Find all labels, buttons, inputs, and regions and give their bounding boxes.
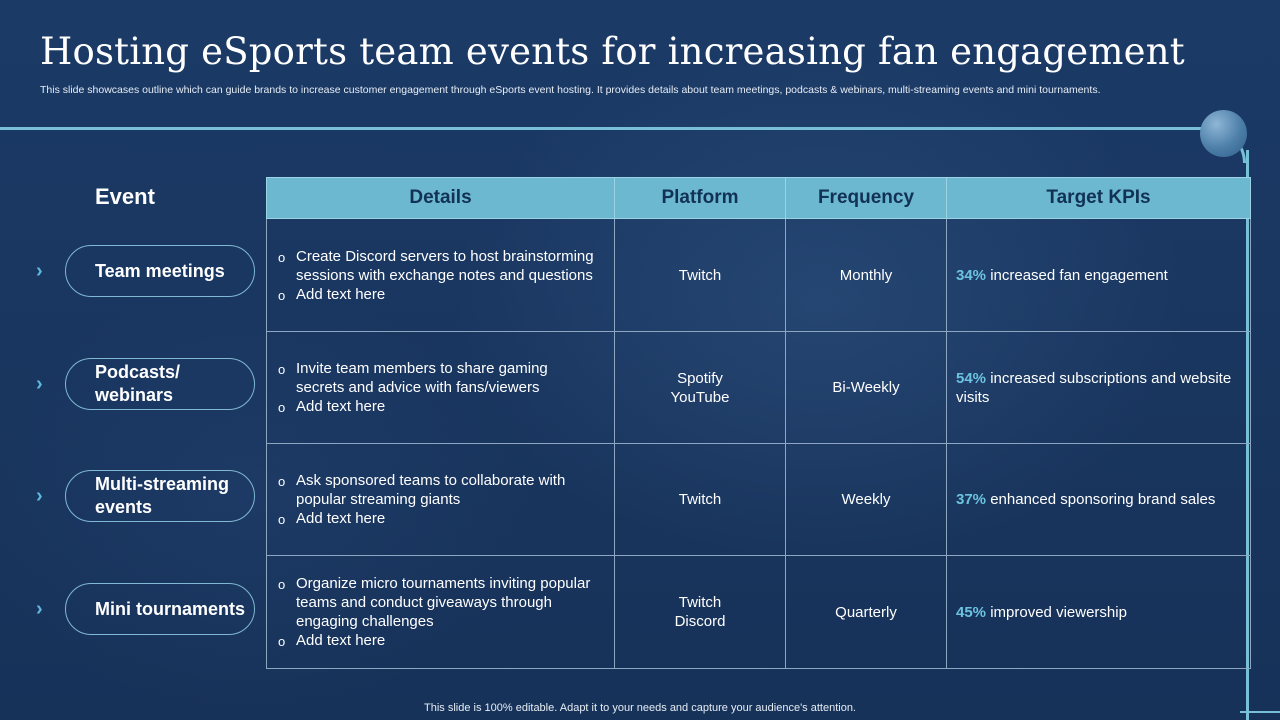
platform-name: Twitch — [678, 266, 722, 284]
event-column-header: Event — [95, 184, 155, 209]
table-row: Ask sponsored teams to collaborate with … — [266, 443, 1251, 556]
chevron-right-icon: › — [36, 373, 43, 395]
platform-name: Twitch — [678, 491, 722, 508]
list-item: Ask sponsored teams to collaborate with … — [278, 471, 600, 509]
event-pill: Podcasts/ webinars — [65, 358, 255, 410]
event-pill: Multi-streaming events — [65, 470, 255, 522]
chevron-right-icon: › — [36, 485, 43, 507]
platform-name: Spotify — [677, 369, 723, 387]
kpi-cell: 54% increased subscriptions and website … — [946, 331, 1251, 444]
details-list: Invite team members to share gaming secr… — [278, 359, 600, 417]
details-cell: Create Discord servers to host brainstor… — [266, 218, 615, 332]
event-item-podcasts-webinars: › Podcasts/ webinars — [36, 358, 258, 412]
platform-name: YouTube — [670, 388, 730, 406]
platform-cell: Spotify YouTube — [614, 331, 786, 444]
event-item-team-meetings: › Team meetings — [36, 245, 258, 299]
page-title: Hosting eSports team events for increasi… — [40, 30, 1185, 73]
list-item: Invite team members to share gaming secr… — [278, 359, 600, 397]
event-pill: Mini tournaments — [65, 583, 255, 635]
page-subtitle: This slide showcases outline which can g… — [40, 84, 1101, 96]
frequency-cell: Bi-Weekly — [785, 331, 947, 444]
details-cell: Invite team members to share gaming secr… — [266, 331, 615, 444]
kpi-percentage: 37% — [956, 491, 987, 508]
details-list: Ask sponsored teams to collaborate with … — [278, 471, 600, 529]
kpi-cell: 45% improved viewership — [946, 555, 1251, 669]
event-item-multi-streaming: › Multi-streaming events — [36, 470, 258, 524]
event-label: Podcasts/ webinars — [95, 362, 181, 405]
title-divider — [0, 127, 1210, 130]
platform-name: Discord — [674, 613, 726, 630]
list-item: Create Discord servers to host brainstor… — [278, 247, 600, 285]
table-row: Invite team members to share gaming secr… — [266, 331, 1251, 444]
details-list: Organize micro tournaments inviting popu… — [278, 574, 600, 651]
list-item: Add text here — [278, 397, 600, 417]
event-pill: Team meetings — [65, 245, 255, 297]
kpi-cell: 34% increased fan engagement — [946, 218, 1251, 332]
kpi-description: enhanced sponsoring brand sales — [990, 491, 1216, 508]
frequency-cell: Quarterly — [785, 555, 947, 669]
decorative-sphere — [1200, 110, 1247, 157]
list-item: Add text here — [278, 631, 600, 651]
platform-cell: Twitch — [614, 443, 786, 556]
footer-note: This slide is 100% editable. Adapt it to… — [424, 702, 856, 714]
kpi-percentage: 45% — [956, 603, 987, 621]
table-row: Organize micro tournaments inviting popu… — [266, 555, 1251, 669]
details-cell: Ask sponsored teams to collaborate with … — [266, 443, 615, 556]
kpi-description: increased subscriptions and website visi… — [956, 369, 1232, 406]
event-item-mini-tournaments: › Mini tournaments — [36, 583, 258, 637]
column-header-target-kpis: Target KPIs — [946, 177, 1251, 219]
column-header-platform: Platform — [614, 177, 786, 219]
kpi-cell: 37% enhanced sponsoring brand sales — [946, 443, 1251, 556]
list-item: Add text here — [278, 285, 600, 305]
column-header-details: Details — [266, 177, 615, 219]
column-header-frequency: Frequency — [785, 177, 947, 219]
chevron-right-icon: › — [36, 598, 43, 620]
footer-accent-line — [1240, 711, 1280, 713]
platform-cell: Twitch Discord — [614, 555, 786, 669]
event-label: Multi-streaming events — [95, 474, 230, 517]
kpi-description: increased fan engagement — [990, 266, 1168, 284]
list-item: Organize micro tournaments inviting popu… — [278, 574, 600, 631]
table-header-row: Details Platform Frequency Target KPIs — [266, 177, 1251, 219]
platform-cell: Twitch — [614, 218, 786, 332]
frequency-cell: Weekly — [785, 443, 947, 556]
kpi-percentage: 34% — [956, 266, 987, 284]
kpi-percentage: 54% — [956, 369, 987, 387]
table-row: Create Discord servers to host brainstor… — [266, 218, 1251, 332]
event-label: Mini tournaments — [95, 598, 246, 619]
event-label: Team meetings — [95, 260, 225, 281]
details-cell: Organize micro tournaments inviting popu… — [266, 555, 615, 669]
chevron-right-icon: › — [36, 260, 43, 282]
list-item: Add text here — [278, 509, 600, 529]
platform-name: Twitch — [678, 594, 722, 611]
events-table: Details Platform Frequency Target KPIs C… — [266, 177, 1251, 669]
details-list: Create Discord servers to host brainstor… — [278, 247, 600, 305]
frequency-cell: Monthly — [785, 218, 947, 332]
kpi-description: improved viewership — [990, 603, 1127, 621]
